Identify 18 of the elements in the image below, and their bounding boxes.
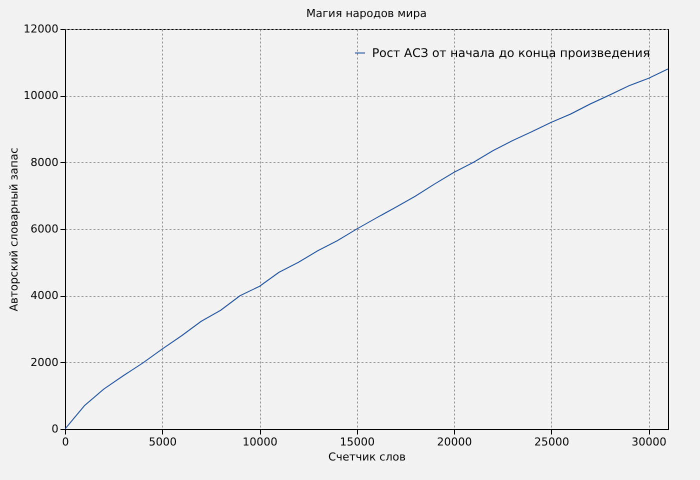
y-tick-label: 4000 [30,289,58,302]
x-tick-label: 10000 [242,436,278,448]
y-tick-label: 0 [52,422,58,436]
legend-label: Рост АСЗ от начала до конца произведения [372,46,650,60]
y-tick-label: 12000 [24,22,58,36]
y-tick-label: 8000 [30,156,58,169]
x-axis-title: Счетчик слов [328,450,406,464]
x-tick-label: 25000 [534,436,570,448]
x-tick-label: 30000 [632,436,667,448]
x-tick-label: 0 [62,436,69,448]
x-tick-label: 20000 [437,436,472,448]
y-tick-label: 2000 [30,356,58,369]
x-tick-label: 5000 [148,436,177,448]
chart-title: Магия народов мира [306,7,427,20]
y-tick-label: 10000 [24,89,58,102]
x-tick-label: 15000 [340,436,375,448]
y-axis-title: Авторский словарный запас [8,148,21,312]
y-tick-label: 6000 [30,222,58,236]
